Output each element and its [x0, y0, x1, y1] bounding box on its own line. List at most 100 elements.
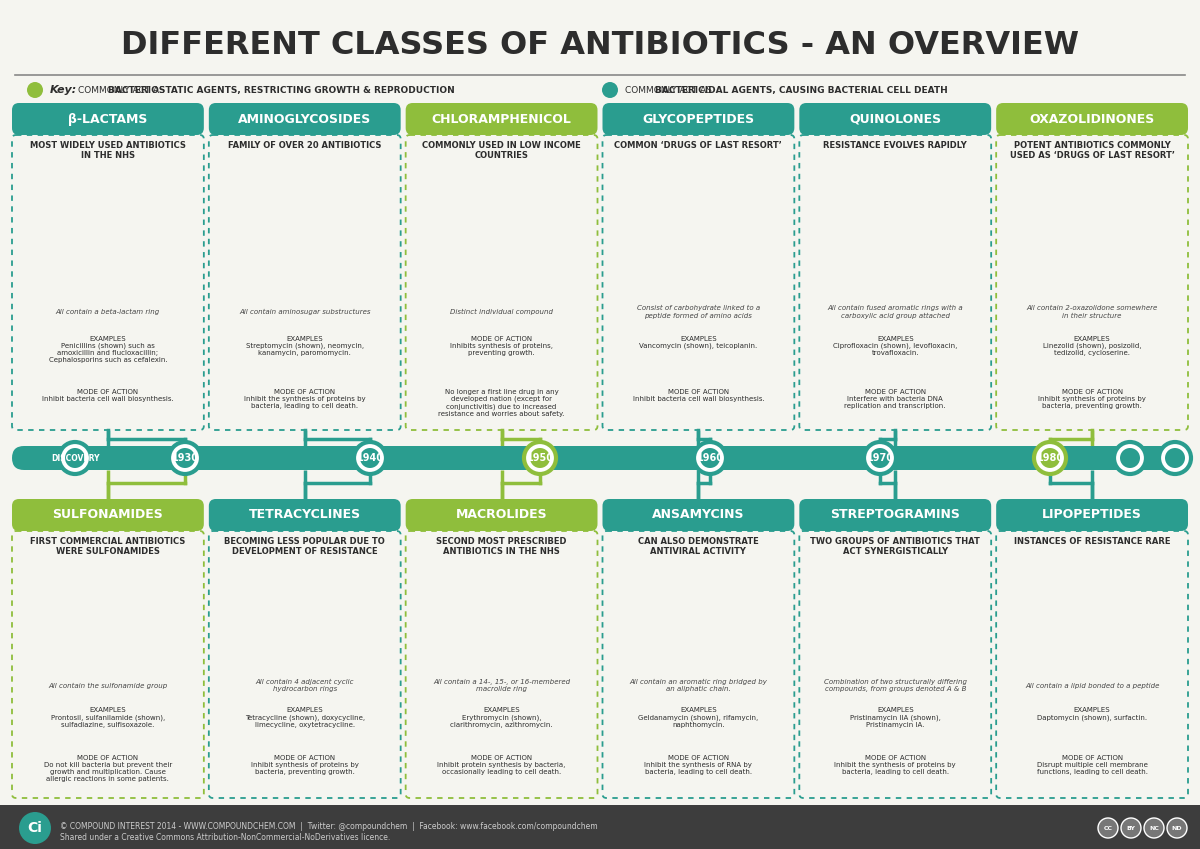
Text: Ci: Ci: [28, 821, 42, 835]
Text: MODE OF ACTION
Inhibit bacteria cell wall biosynthesis.: MODE OF ACTION Inhibit bacteria cell wal…: [632, 389, 764, 402]
Circle shape: [1159, 442, 1190, 474]
Text: EXAMPLES
Prontosil, sulfanilamide (shown),
sulfadiazine, sulfisoxazole.: EXAMPLES Prontosil, sulfanilamide (shown…: [50, 707, 166, 728]
Text: Consist of carbohydrate linked to a
peptide formed of amino acids: Consist of carbohydrate linked to a pept…: [637, 306, 760, 318]
Circle shape: [1098, 818, 1118, 838]
Text: RESISTANCE EVOLVES RAPIDLY: RESISTANCE EVOLVES RAPIDLY: [823, 141, 967, 150]
Text: COMMONLY ACT AS: COMMONLY ACT AS: [625, 86, 715, 94]
Text: CHLORAMPHENICOL: CHLORAMPHENICOL: [432, 113, 571, 126]
Text: EXAMPLES
Vancomycin (shown), teicoplanin.: EXAMPLES Vancomycin (shown), teicoplanin…: [640, 335, 757, 349]
Circle shape: [1165, 448, 1186, 468]
Text: EXAMPLES
Pristinamycin IIA (shown),
Pristinamycin IA.: EXAMPLES Pristinamycin IIA (shown), Pris…: [850, 707, 941, 728]
Text: MOST WIDELY USED ANTIBIOTICS
IN THE NHS: MOST WIDELY USED ANTIBIOTICS IN THE NHS: [30, 141, 186, 160]
Circle shape: [65, 448, 85, 468]
Text: TWO GROUPS OF ANTIBIOTICS THAT
ACT SYNERGISTICALLY: TWO GROUPS OF ANTIBIOTICS THAT ACT SYNER…: [810, 537, 980, 556]
FancyBboxPatch shape: [602, 103, 794, 135]
Circle shape: [1120, 448, 1140, 468]
Text: 1950: 1950: [527, 453, 553, 463]
Text: All contain a 14-, 15-, or 16-membered
macrolide ring: All contain a 14-, 15-, or 16-membered m…: [433, 679, 570, 693]
Text: EXAMPLES
Daptomycin (shown), surfactin.: EXAMPLES Daptomycin (shown), surfactin.: [1037, 707, 1147, 721]
Text: All contain aminosugar substructures: All contain aminosugar substructures: [239, 309, 371, 315]
Text: MACROLIDES: MACROLIDES: [456, 509, 547, 521]
Text: DIFFERENT CLASSES OF ANTIBIOTICS - AN OVERVIEW: DIFFERENT CLASSES OF ANTIBIOTICS - AN OV…: [121, 30, 1079, 60]
Text: COMMONLY USED IN LOW INCOME
COUNTRIES: COMMONLY USED IN LOW INCOME COUNTRIES: [422, 141, 581, 160]
Text: COMMON ‘DRUGS OF LAST RESORT’: COMMON ‘DRUGS OF LAST RESORT’: [614, 141, 782, 150]
FancyBboxPatch shape: [996, 103, 1188, 135]
FancyBboxPatch shape: [12, 499, 204, 531]
Circle shape: [169, 442, 202, 474]
Text: EXAMPLES
Linezolid (shown), posizolid,
tedizolid, cycloserine.: EXAMPLES Linezolid (shown), posizolid, t…: [1043, 335, 1141, 356]
Text: MODE OF ACTION
Disrupt multiple cell membrane
functions, leading to cell death.: MODE OF ACTION Disrupt multiple cell mem…: [1037, 756, 1147, 775]
FancyBboxPatch shape: [799, 499, 991, 531]
Text: EXAMPLES
Ciprofloxacin (shown), levofloxacin,
trovafloxacin.: EXAMPLES Ciprofloxacin (shown), levoflox…: [833, 335, 958, 356]
Circle shape: [175, 448, 194, 468]
Text: BACTERIOSTATIC AGENTS, RESTRICTING GROWTH & REPRODUCTION: BACTERIOSTATIC AGENTS, RESTRICTING GROWT…: [108, 86, 455, 94]
Text: EXAMPLES
Penicillins (shown) such as
amoxicillin and flucloxacillin;
Cephalospor: EXAMPLES Penicillins (shown) such as amo…: [49, 335, 167, 363]
Text: STREPTOGRAMINS: STREPTOGRAMINS: [830, 509, 960, 521]
Text: EXAMPLES
Streptomycin (shown), neomycin,
kanamycin, paromomycin.: EXAMPLES Streptomycin (shown), neomycin,…: [246, 335, 364, 356]
Circle shape: [602, 82, 618, 98]
Text: TETRACYCLINES: TETRACYCLINES: [248, 509, 361, 521]
Circle shape: [354, 442, 386, 474]
Text: Key:: Key:: [50, 85, 77, 95]
Circle shape: [360, 448, 380, 468]
Text: BY: BY: [1127, 825, 1135, 830]
Circle shape: [530, 448, 550, 468]
Text: 1930: 1930: [172, 453, 198, 463]
Text: No longer a first line drug in any
developed nation (except for
conjunctivitis) : No longer a first line drug in any devel…: [438, 389, 565, 417]
Text: β-LACTAMS: β-LACTAMS: [68, 113, 148, 126]
FancyBboxPatch shape: [406, 103, 598, 135]
Text: EXAMPLES
Geldanamycin (shown), rifamycin,
naphthomycin.: EXAMPLES Geldanamycin (shown), rifamycin…: [638, 707, 758, 728]
FancyBboxPatch shape: [996, 499, 1188, 531]
FancyBboxPatch shape: [209, 103, 401, 135]
Text: FIRST COMMERCIAL ANTIBIOTICS
WERE SULFONAMIDES: FIRST COMMERCIAL ANTIBIOTICS WERE SULFON…: [30, 537, 186, 556]
Text: SECOND MOST PRESCRIBED
ANTIBIOTICS IN THE NHS: SECOND MOST PRESCRIBED ANTIBIOTICS IN TH…: [437, 537, 566, 556]
Text: ND: ND: [1171, 825, 1182, 830]
Text: Distinct individual compound: Distinct individual compound: [450, 309, 553, 315]
Text: 1980: 1980: [1037, 453, 1063, 463]
Text: SULFONAMIDES: SULFONAMIDES: [53, 509, 163, 521]
Text: 1970: 1970: [866, 453, 894, 463]
Circle shape: [524, 442, 556, 474]
Text: Combination of two structurally differing
compounds, from groups denoted A & B: Combination of two structurally differin…: [823, 679, 967, 693]
Text: All contain a lipid bonded to a peptide: All contain a lipid bonded to a peptide: [1025, 683, 1159, 689]
Circle shape: [1034, 442, 1066, 474]
Text: DISCOVERY: DISCOVERY: [50, 453, 100, 463]
Text: All contain an aromatic ring bridged by
an aliphatic chain.: All contain an aromatic ring bridged by …: [630, 679, 767, 693]
FancyBboxPatch shape: [0, 805, 1200, 849]
Text: All contain fused aromatic rings with a
carboxylic acid group attached: All contain fused aromatic rings with a …: [828, 306, 964, 318]
Text: POTENT ANTIBIOTICS COMMONLY
USED AS ‘DRUGS OF LAST RESORT’: POTENT ANTIBIOTICS COMMONLY USED AS ‘DRU…: [1009, 141, 1175, 160]
FancyBboxPatch shape: [799, 103, 991, 135]
Text: © COMPOUND INTEREST 2014 - WWW.COMPOUNDCHEM.COM  |  Twitter: @compoundchem  |  F: © COMPOUND INTEREST 2014 - WWW.COMPOUNDC…: [60, 822, 598, 831]
Text: MODE OF ACTION
Do not kill bacteria but prevent their
growth and multiplication.: MODE OF ACTION Do not kill bacteria but …: [43, 756, 172, 782]
Text: NC: NC: [1150, 825, 1159, 830]
Circle shape: [19, 812, 50, 844]
Circle shape: [1114, 442, 1146, 474]
Text: MODE OF ACTION
Inhibit the synthesis of proteins by
bacteria, leading to cell de: MODE OF ACTION Inhibit the synthesis of …: [834, 756, 956, 775]
Circle shape: [864, 442, 896, 474]
FancyBboxPatch shape: [12, 103, 204, 135]
Text: BECOMING LESS POPULAR DUE TO
DEVELOPMENT OF RESISTANCE: BECOMING LESS POPULAR DUE TO DEVELOPMENT…: [224, 537, 385, 556]
Circle shape: [1040, 448, 1060, 468]
Text: ANSAMYCINS: ANSAMYCINS: [652, 509, 745, 521]
Text: QUINOLONES: QUINOLONES: [850, 113, 941, 126]
Circle shape: [694, 442, 726, 474]
FancyBboxPatch shape: [12, 446, 1188, 470]
Text: All contain 2-oxazolidone somewhere
in their structure: All contain 2-oxazolidone somewhere in t…: [1026, 306, 1158, 318]
Text: GLYCOPEPTIDES: GLYCOPEPTIDES: [642, 113, 755, 126]
Text: AMINOGLYCOSIDES: AMINOGLYCOSIDES: [238, 113, 371, 126]
Text: All contain the sulfonamide group: All contain the sulfonamide group: [48, 683, 168, 689]
Text: EXAMPLES
Erythromycin (shown),
clarithromycin, azithromycin.: EXAMPLES Erythromycin (shown), clarithro…: [450, 707, 553, 728]
Text: Shared under a Creative Commons Attribution-NonCommercial-NoDerivatives licence.: Shared under a Creative Commons Attribut…: [60, 833, 390, 842]
Circle shape: [870, 448, 890, 468]
Text: COMMONLY ACT AS: COMMONLY ACT AS: [78, 86, 168, 94]
Text: MODE OF ACTION
Inhibit the synthesis of proteins by
bacteria, leading to cell de: MODE OF ACTION Inhibit the synthesis of …: [244, 389, 366, 408]
Text: MODE OF ACTION
Inhibit the synthesis of RNA by
bacteria, leading to cell death.: MODE OF ACTION Inhibit the synthesis of …: [644, 756, 752, 775]
Text: LIPOPEPTIDES: LIPOPEPTIDES: [1042, 509, 1142, 521]
Text: BACTERICIDAL AGENTS, CAUSING BACTERIAL CELL DEATH: BACTERICIDAL AGENTS, CAUSING BACTERIAL C…: [655, 86, 948, 94]
Circle shape: [1121, 818, 1141, 838]
FancyBboxPatch shape: [406, 499, 598, 531]
Text: 1940: 1940: [356, 453, 384, 463]
Circle shape: [28, 82, 43, 98]
Text: MODE OF ACTION
Interfere with bacteria DNA
replication and transcription.: MODE OF ACTION Interfere with bacteria D…: [845, 389, 946, 408]
Text: CC: CC: [1104, 825, 1112, 830]
